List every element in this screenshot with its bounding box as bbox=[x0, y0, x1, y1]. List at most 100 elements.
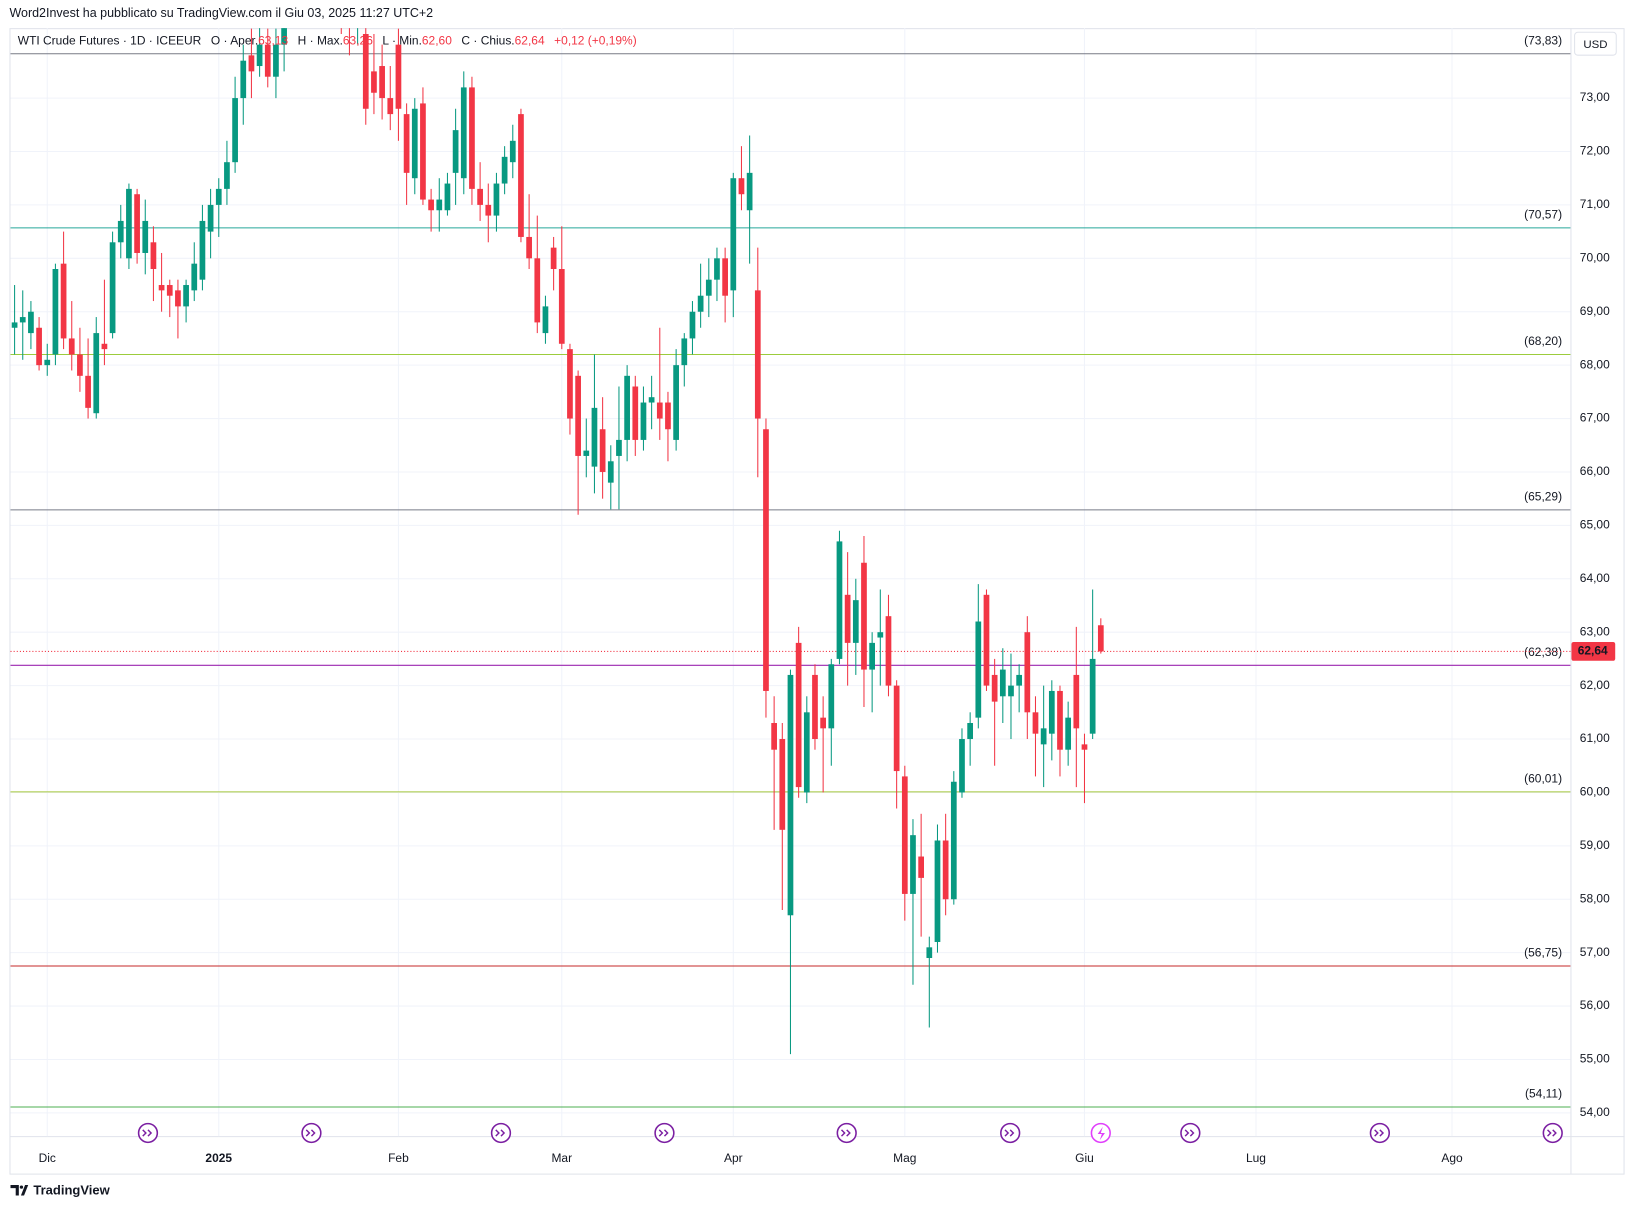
candle-body bbox=[52, 269, 59, 355]
candle-body bbox=[403, 114, 410, 173]
candle-body bbox=[779, 739, 786, 830]
event-icon-arrow bbox=[658, 1129, 669, 1137]
candle-body bbox=[509, 140, 516, 163]
candle-body bbox=[150, 242, 157, 270]
level-label: (56,75) bbox=[1524, 946, 1562, 960]
candle-body bbox=[983, 594, 990, 686]
y-tick-label: 65,00 bbox=[1580, 518, 1610, 532]
event-icon bbox=[137, 1122, 159, 1144]
axes: 54,00 55,00 56,00 57,00 58,00 59,00 60,00 61,00… bbox=[39, 90, 1616, 1165]
candle-body bbox=[11, 322, 18, 328]
candle-body bbox=[1065, 717, 1072, 750]
candle-body bbox=[240, 60, 247, 99]
candle-body bbox=[60, 263, 67, 339]
candle-body bbox=[550, 247, 557, 270]
x-tick-label: Feb bbox=[388, 1151, 409, 1165]
candle-body bbox=[599, 429, 606, 472]
candle-body bbox=[836, 541, 843, 659]
candle-body bbox=[893, 685, 900, 772]
candle-body bbox=[395, 44, 402, 109]
y-tick-label: 54,00 bbox=[1580, 1105, 1610, 1119]
y-tick-label: 58,00 bbox=[1580, 891, 1610, 905]
currency-button[interactable] bbox=[1574, 31, 1617, 56]
candle-body bbox=[248, 55, 255, 72]
candle-body bbox=[771, 722, 777, 750]
candle-body bbox=[567, 349, 573, 419]
candle-body bbox=[273, 44, 279, 77]
y-tick-label: 67,00 bbox=[1580, 411, 1610, 425]
candle-body bbox=[207, 204, 214, 232]
x-tick-label: Dic bbox=[39, 1151, 56, 1165]
candle-body bbox=[1048, 690, 1055, 734]
candle-body bbox=[485, 204, 492, 216]
candle-body bbox=[640, 402, 647, 440]
candle-body bbox=[877, 632, 884, 638]
event-icon bbox=[1180, 1122, 1201, 1144]
candle-body bbox=[852, 600, 859, 643]
event-icon-arrow bbox=[1374, 1129, 1385, 1137]
candle-body bbox=[1016, 674, 1023, 686]
y-tick-label: 66,00 bbox=[1580, 464, 1610, 478]
candle-body bbox=[518, 114, 524, 237]
x-tick-label: Mar bbox=[551, 1151, 572, 1165]
y-tick-label: 68,00 bbox=[1580, 357, 1610, 371]
candle-body bbox=[1024, 632, 1031, 713]
candle-body bbox=[763, 429, 769, 691]
event-icon-arrow bbox=[840, 1129, 851, 1137]
candle-body bbox=[134, 194, 140, 253]
event-icon bbox=[1369, 1122, 1391, 1144]
currency[interactable]: USD bbox=[1583, 39, 1607, 51]
event-icon-arrow bbox=[1004, 1129, 1015, 1137]
y-tick-label: 69,00 bbox=[1580, 304, 1610, 318]
frame bbox=[9, 28, 1625, 1175]
candle-body bbox=[558, 269, 565, 344]
candle-body bbox=[1008, 685, 1014, 697]
y-tick-label: 71,00 bbox=[1580, 197, 1610, 211]
y-tick-label: 72,00 bbox=[1580, 144, 1610, 158]
grid bbox=[10, 28, 1571, 1137]
candle-body bbox=[795, 642, 802, 788]
candle-body bbox=[411, 108, 418, 179]
candle-body bbox=[918, 856, 924, 878]
candle-body bbox=[28, 311, 34, 334]
candle-body bbox=[428, 199, 434, 211]
y-tick-label: 62,00 bbox=[1580, 678, 1610, 692]
candle-body bbox=[379, 66, 385, 99]
candle-body bbox=[256, 44, 263, 67]
candle-body bbox=[77, 354, 83, 376]
event-icon-arrow bbox=[1184, 1129, 1195, 1137]
candle-body bbox=[101, 343, 108, 350]
x-tick-label: Mag bbox=[893, 1151, 916, 1165]
candle-body bbox=[714, 258, 720, 280]
candle-body bbox=[746, 172, 753, 211]
level-label: (60,01) bbox=[1524, 772, 1562, 786]
y-tick-label: 64,00 bbox=[1580, 571, 1610, 585]
event-icon-arrow bbox=[142, 1129, 153, 1137]
x-tick-label: Lug bbox=[1246, 1151, 1266, 1165]
candle-body bbox=[469, 87, 475, 189]
candle-body bbox=[787, 674, 794, 916]
candle-body bbox=[191, 263, 198, 291]
candle-body bbox=[452, 130, 459, 173]
header: Word2Invest ha pubblicato su TradingView… bbox=[9, 6, 433, 20]
candle-body bbox=[926, 947, 933, 959]
candle-body bbox=[861, 562, 867, 670]
event-icon-arrow bbox=[305, 1129, 316, 1137]
y-tick-label: 70,00 bbox=[1580, 250, 1610, 264]
candles bbox=[11, 28, 1104, 1055]
candle-body bbox=[575, 375, 581, 456]
level-label: (73,83) bbox=[1524, 33, 1562, 47]
candle-body bbox=[681, 338, 688, 366]
candle-body bbox=[477, 188, 483, 205]
candle-body bbox=[648, 397, 655, 403]
event-icon bbox=[836, 1122, 857, 1144]
candle-body bbox=[362, 33, 369, 109]
y-tick-label: 55,00 bbox=[1580, 1052, 1610, 1066]
candle-body bbox=[175, 290, 181, 307]
candle-body bbox=[199, 220, 206, 280]
level-label: (65,29) bbox=[1524, 490, 1562, 504]
candle-body bbox=[36, 327, 42, 366]
last-price-tag bbox=[1571, 642, 1616, 661]
candle-body bbox=[224, 162, 230, 189]
event-icon-bolt bbox=[1097, 1126, 1105, 1141]
